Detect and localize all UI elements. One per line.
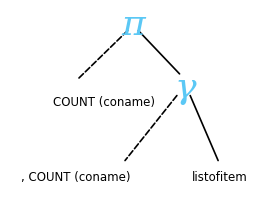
Text: , COUNT (coname): , COUNT (coname) — [21, 171, 131, 184]
Text: COUNT (coname): COUNT (coname) — [53, 96, 155, 109]
Text: π: π — [121, 8, 145, 42]
Text: γ: γ — [174, 71, 196, 105]
Text: listofitem: listofitem — [192, 171, 247, 184]
